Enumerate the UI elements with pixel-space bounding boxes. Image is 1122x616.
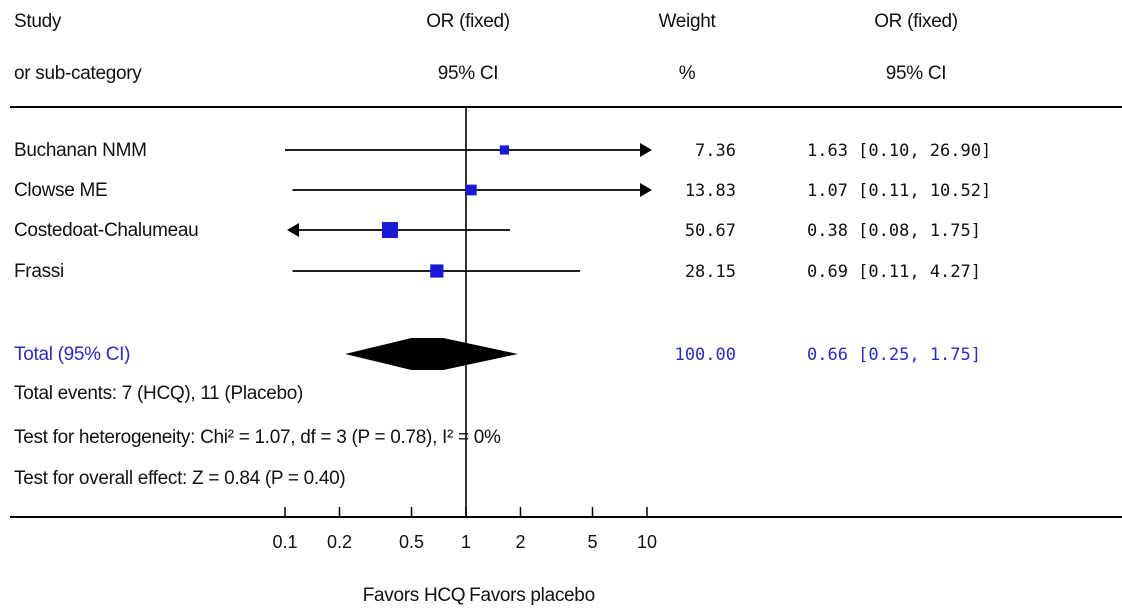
study-or-ci: 1.07 [0.11, 10.52] [807, 181, 991, 201]
x-tick-label: 10 [637, 532, 657, 552]
total-weight: 100.00 [675, 345, 736, 365]
ci-arrow-right [640, 143, 652, 157]
header-weight: Weight [659, 11, 717, 32]
study-row: Frassi 28.15 0.69 [0.11, 4.27] [14, 261, 981, 282]
point-estimate-marker [430, 264, 444, 278]
header-or-value: OR (fixed) [874, 11, 958, 32]
x-tick-label: 5 [588, 532, 598, 552]
x-tick-label: 2 [515, 532, 525, 552]
study-or-ci: 1.63 [0.10, 26.90] [807, 141, 991, 161]
header-or-fixed: OR (fixed) [426, 11, 510, 32]
footnote-1: Total events: 7 (HCQ), 11 (Placebo) [14, 383, 303, 404]
ci-arrow-left [287, 223, 299, 237]
study-weight: 13.83 [685, 181, 736, 201]
x-tick-label: 0.5 [399, 532, 424, 552]
study-weight: 50.67 [685, 221, 736, 241]
x-tick-label: 1 [461, 532, 471, 552]
x-tick-label: 0.2 [327, 532, 352, 552]
study-or-ci: 0.38 [0.08, 1.75] [807, 221, 981, 241]
footnote-2: Test for heterogeneity: Chi² = 1.07, df … [14, 427, 501, 448]
study-weight: 7.36 [695, 141, 736, 161]
study-weight: 28.15 [685, 262, 736, 282]
study-row: Buchanan NMM 7.36 1.63 [0.10, 26.90] [14, 140, 991, 161]
study-row: Clowse ME 13.83 1.07 [0.11, 10.52] [14, 180, 991, 201]
study-name: Clowse ME [14, 180, 107, 201]
footnote-3: Test for overall effect: Z = 0.84 (P = 0… [14, 468, 345, 489]
header-subcategory: or sub-category [14, 63, 142, 84]
header-weight-percent: % [679, 63, 696, 84]
point-estimate-marker [465, 184, 477, 196]
study-or-ci: 0.69 [0.11, 4.27] [807, 262, 981, 282]
study-name: Costedoat-Chalumeau [14, 220, 198, 241]
total-or-ci: 0.66 [0.25, 1.75] [807, 345, 981, 365]
header-or-ci: 95% CI [438, 63, 499, 84]
total-label: Total (95% CI) [14, 344, 130, 365]
study-name: Buchanan NMM [14, 140, 147, 161]
header-study: Study [14, 11, 62, 32]
point-estimate-marker [499, 145, 510, 155]
total-row: Total (95% CI) 100.00 0.66 [0.25, 1.75] [14, 338, 981, 370]
ci-arrow-right [640, 183, 652, 197]
study-name: Frassi [14, 261, 64, 282]
point-estimate-marker [381, 222, 398, 238]
x-tick-label: 0.1 [272, 532, 297, 552]
header-or-value-ci: 95% CI [886, 63, 947, 84]
pooled-estimate-diamond [345, 338, 518, 370]
favors-placebo-label: Favors placebo [469, 585, 595, 606]
study-row: Costedoat-Chalumeau 50.67 0.38 [0.08, 1.75… [14, 220, 981, 241]
favors-hcq-label: Favors HCQ [363, 585, 466, 606]
